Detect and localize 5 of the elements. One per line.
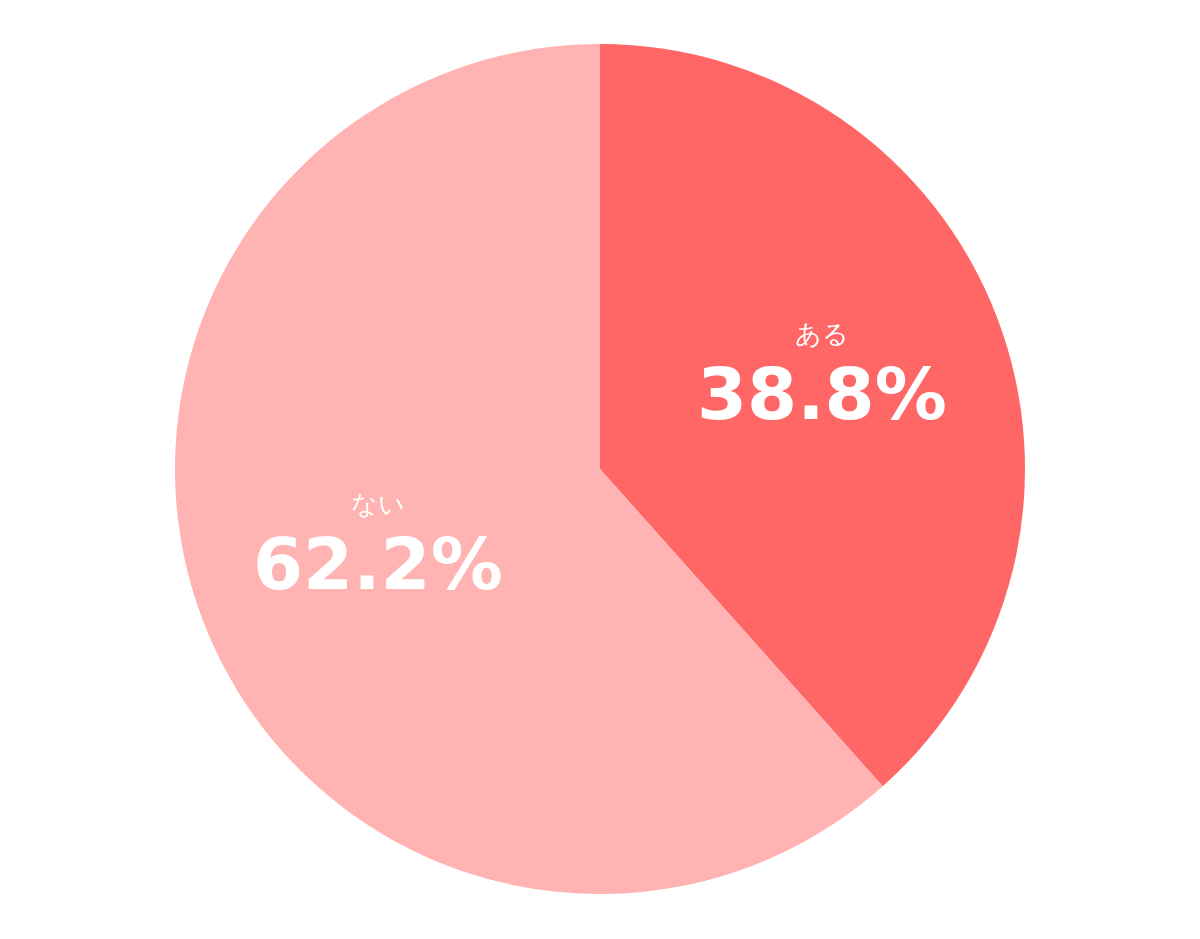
slice-label: ある bbox=[795, 319, 849, 349]
slice-label: ない bbox=[351, 489, 405, 519]
data-label: 38.8% bbox=[697, 352, 947, 436]
pie-slice bbox=[600, 44, 1025, 787]
data-label: 62.2% bbox=[253, 522, 503, 606]
